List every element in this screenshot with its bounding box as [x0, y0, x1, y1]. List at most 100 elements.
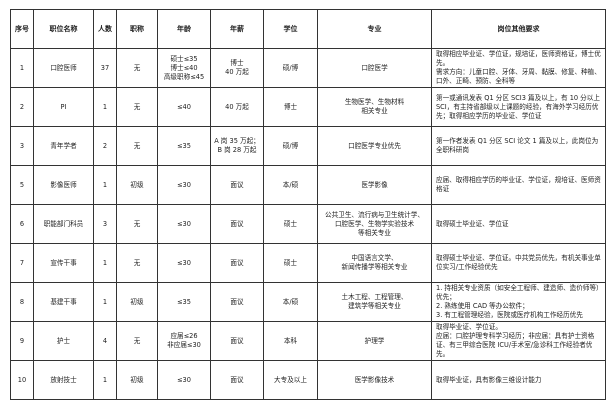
header-requirements: 岗位其他要求	[431, 9, 606, 49]
cell-major: 口腔医学	[317, 48, 432, 88]
cell-count: 3	[93, 204, 117, 244]
cell-title: 无	[116, 243, 158, 283]
header-degree: 学位	[263, 9, 318, 49]
cell-salary: 面议	[210, 321, 264, 361]
cell-requirements: 第一或通讯发表 Q1 分区 SCI3 篇及以上，有 10 分以上 SCI，有主持…	[431, 87, 606, 127]
cell-title: 初级	[116, 165, 158, 205]
cell-degree: 本科	[263, 321, 318, 361]
cell-salary: 面议	[210, 243, 264, 283]
cell-requirements: 第一作者发表 Q1 分区 SCI 论文 1 篇及以上，此岗位为全职科研岗	[431, 126, 606, 166]
cell-salary: A 岗 35 万起； B 岗 28 万起	[210, 126, 264, 166]
cell-position: 青年学者	[33, 126, 94, 166]
cell-serial: 6	[10, 204, 34, 244]
cell-position: 放射技士	[33, 360, 94, 400]
cell-degree: 博士	[263, 87, 318, 127]
cell-requirements: 应届、取得相应学历的毕业证、学位证，规培证、医师资格证	[431, 165, 606, 205]
cell-position: 护士	[33, 321, 94, 361]
table-row: 2 PI 1 无 ≤40 40 万起 博士 生物医学、生物材料 相关专业 第一或通讯发表 Q1 …	[10, 87, 606, 127]
cell-serial: 5	[10, 165, 34, 205]
cell-title: 无	[116, 48, 158, 88]
cell-serial: 10	[10, 360, 34, 400]
cell-requirements: 1. 持相关专业资质（如安全工程师、建造师、造价师等）优先； 2. 熟练使用 C…	[431, 282, 606, 322]
cell-degree: 硕士	[263, 204, 318, 244]
cell-salary: 博士 40 万起	[210, 48, 264, 88]
cell-age: ≤30	[157, 165, 211, 205]
cell-age: ≤30	[157, 243, 211, 283]
table-row: 10 放射技士 1 初级 ≤30 面议 大专及以上 医学影像技术 取得毕业证，具有影像三维设计能…	[10, 360, 606, 400]
cell-serial: 3	[10, 126, 34, 166]
header-serial: 序号	[10, 9, 34, 49]
cell-salary: 面议	[210, 165, 264, 205]
cell-count: 1	[93, 87, 117, 127]
cell-age: ≤30	[157, 204, 211, 244]
table-row: 6 职能部门科员 3 无 ≤30 面议 硕士 公共卫生、流行病与卫生统计学、 口腔医学、生物学…	[10, 204, 606, 244]
header-count: 人数	[93, 9, 117, 49]
cell-salary: 40 万起	[210, 87, 264, 127]
cell-age: ≤30	[157, 360, 211, 400]
cell-position: 宣传干事	[33, 243, 94, 283]
cell-serial: 7	[10, 243, 34, 283]
table-row: 7 宣传干事 1 无 ≤30 面议 硕士 中国语言文学、 新闻传播学等相关专业 取得硕士毕业证、…	[10, 243, 606, 283]
cell-degree: 本/硕	[263, 282, 318, 322]
table-row: 9 护士 4 无应届≤26 非应届≤30 面议 本科 护理学 取得毕业证、学位证。 应届：口腔…	[10, 321, 606, 361]
cell-age: ≤40	[157, 87, 211, 127]
table-row: 1 口腔医师 37 无硕士≤35 博士≤40 高级职称≤45 博士 40 万起 硕/博 口腔…	[10, 48, 606, 88]
header-major: 专业	[317, 9, 432, 49]
cell-major: 土木工程、工程管理、 建筑学等相关专业	[317, 282, 432, 322]
cell-title: 无	[116, 204, 158, 244]
cell-title: 初级	[116, 282, 158, 322]
cell-count: 1	[93, 360, 117, 400]
cell-position: 口腔医师	[33, 48, 94, 88]
recruitment-table: 序号 职位名称 人数 职称 年龄 年薪 学位 专业 岗位其他要求 1 口腔医师 37 无硕士≤35 博…	[10, 9, 606, 400]
cell-major: 中国语言文学、 新闻传播学等相关专业	[317, 243, 432, 283]
cell-degree: 硕/博	[263, 48, 318, 88]
cell-requirements: 取得相应毕业证、学位证，规培证，医师资格证，博士优先。 需求方向：儿童口腔、牙体…	[431, 48, 606, 88]
cell-major: 公共卫生、流行病与卫生统计学、 口腔医学、生物学实验技术 等相关专业	[317, 204, 432, 244]
cell-major: 医学影像技术	[317, 360, 432, 400]
cell-degree: 本/硕	[263, 165, 318, 205]
cell-position: 影像医师	[33, 165, 94, 205]
cell-requirements: 取得毕业证，具有影像三维设计能力	[431, 360, 606, 400]
cell-serial: 1	[10, 48, 34, 88]
header-title: 职称	[116, 9, 158, 49]
cell-degree: 硕/博	[263, 126, 318, 166]
cell-degree: 大专及以上	[263, 360, 318, 400]
cell-count: 4	[93, 321, 117, 361]
cell-requirements: 取得硕士毕业证、学位证。中共党员优先，有机关事业单位实习/工作经验优先	[431, 243, 606, 283]
table-row: 5 影像医师 1 初级 ≤30 面议 本/硕 医学影像 应届、取得相应学历的毕业证、学位证，规培…	[10, 165, 606, 205]
cell-count: 37	[93, 48, 117, 88]
cell-age: ≤35	[157, 126, 211, 166]
cell-title: 无	[116, 126, 158, 166]
cell-requirements: 取得硕士毕业证、学位证	[431, 204, 606, 244]
header-row: 序号 职位名称 人数 职称 年龄 年薪 学位 专业 岗位其他要求	[10, 9, 606, 49]
cell-age: 应届≤26 非应届≤30	[157, 321, 211, 361]
header-age: 年龄	[157, 9, 211, 49]
header-salary: 年薪	[210, 9, 264, 49]
cell-degree: 硕士	[263, 243, 318, 283]
cell-serial: 2	[10, 87, 34, 127]
cell-serial: 9	[10, 321, 34, 361]
cell-position: 职能部门科员	[33, 204, 94, 244]
cell-title: 无	[116, 87, 158, 127]
table-row: 3 青年学者 2 无 ≤35 A 岗 35 万起； B 岗 28 万起 硕/博 口腔医学专业优…	[10, 126, 606, 166]
cell-title: 无	[116, 321, 158, 361]
header-position: 职位名称	[33, 9, 94, 49]
cell-count: 1	[93, 243, 117, 283]
cell-position: PI	[33, 87, 94, 127]
cell-title: 初级	[116, 360, 158, 400]
table-row: 8 基建干事 1 初级 ≤35 面议 本/硕 土木工程、工程管理、 建筑学等相关专业 1. 持相…	[10, 282, 606, 322]
cell-salary: 面议	[210, 360, 264, 400]
cell-count: 2	[93, 126, 117, 166]
cell-age: ≤35	[157, 282, 211, 322]
cell-major: 护理学	[317, 321, 432, 361]
cell-salary: 面议	[210, 204, 264, 244]
cell-major: 生物医学、生物材料 相关专业	[317, 87, 432, 127]
cell-serial: 8	[10, 282, 34, 322]
cell-count: 1	[93, 165, 117, 205]
cell-major: 医学影像	[317, 165, 432, 205]
cell-age: 硕士≤35 博士≤40 高级职称≤45	[157, 48, 211, 88]
cell-major: 口腔医学专业优先	[317, 126, 432, 166]
cell-position: 基建干事	[33, 282, 94, 322]
cell-count: 1	[93, 282, 117, 322]
cell-salary: 面议	[210, 282, 264, 322]
